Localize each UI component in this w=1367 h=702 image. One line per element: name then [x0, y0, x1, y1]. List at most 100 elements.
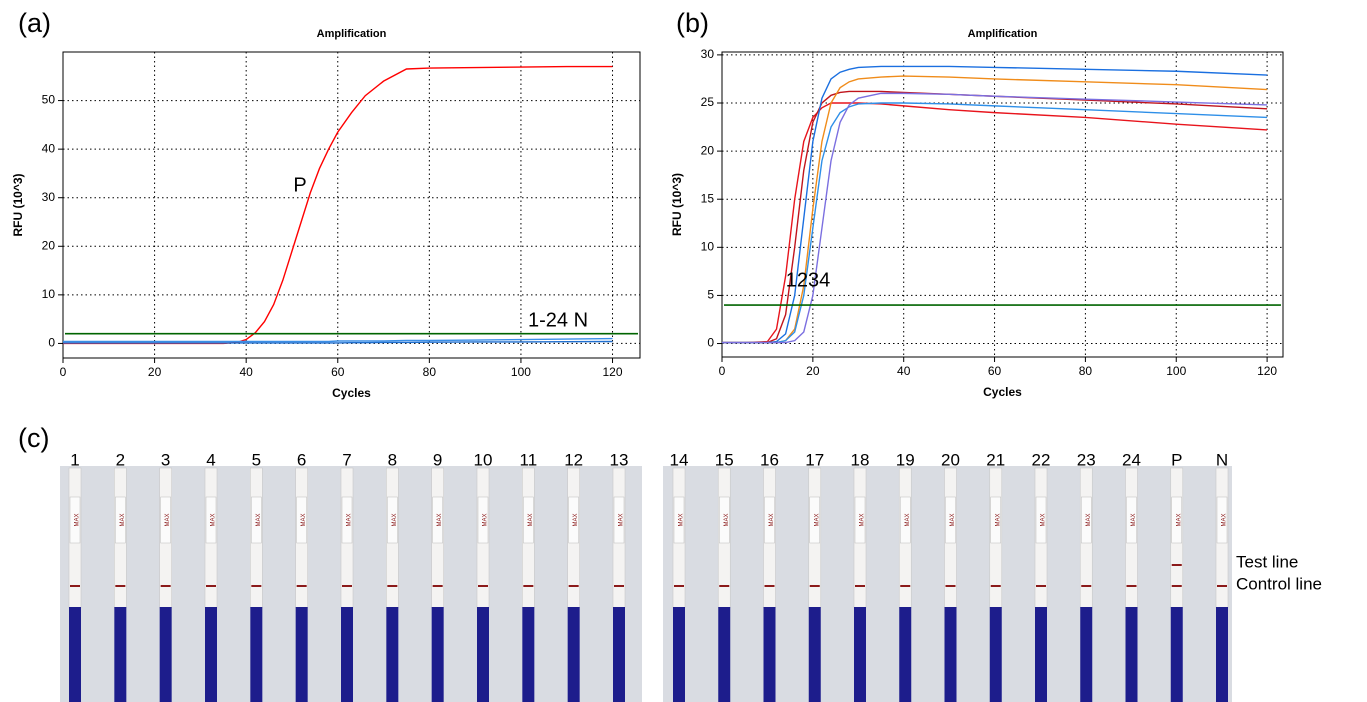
control-line-label: Control line: [1236, 574, 1322, 593]
strip-label-box: [1126, 496, 1137, 544]
strip-number: 20: [941, 450, 960, 469]
test-line-label: Test line: [1236, 552, 1298, 571]
x-tick-label: 60: [331, 365, 345, 379]
strip-label-box: [854, 496, 866, 544]
series-line: [722, 92, 1268, 344]
y-tick-label: 15: [701, 191, 715, 205]
strip-pad: [1080, 607, 1093, 702]
strip-number: 11: [520, 450, 538, 469]
series-label: P: [293, 174, 306, 196]
strip-pad: [522, 607, 535, 702]
panel-label: (c): [18, 423, 49, 453]
strip-pad: [613, 607, 625, 702]
strip-label-box: [251, 496, 262, 544]
strip-number: 9: [433, 450, 442, 469]
annotation: 1234: [786, 269, 831, 291]
strip-pad: [899, 607, 912, 702]
strip-number: 17: [805, 450, 824, 469]
x-tick-label: 80: [423, 365, 437, 379]
y-tick-label: 10: [701, 239, 715, 253]
strip-number: 7: [342, 450, 351, 469]
strip-number: 1: [70, 450, 79, 469]
strip-label-box: [719, 496, 730, 544]
strip-pad: [431, 607, 444, 702]
strip-label-box: [523, 496, 534, 544]
strip-text: MAX: [528, 513, 534, 526]
strip-pad: [250, 607, 263, 702]
plot-frame: [62, 51, 641, 359]
strip-text: MAX: [1222, 513, 1228, 526]
strip-pad: [1216, 607, 1228, 702]
strip-label-box: [160, 496, 171, 544]
strip-number: 8: [388, 450, 397, 469]
series-line: [722, 102, 1268, 344]
strip-label-box: [432, 496, 443, 544]
strip-number: P: [1171, 450, 1182, 469]
strip-text: MAX: [1086, 513, 1092, 526]
strip-number: 2: [116, 450, 125, 469]
strip-text: MAX: [905, 513, 911, 526]
strip-text: MAX: [679, 513, 685, 526]
strip-pad: [989, 607, 1002, 702]
strip-number: 16: [760, 450, 779, 469]
strip-text: MAX: [814, 513, 820, 526]
y-tick-label: 30: [42, 190, 56, 204]
strip-pad: [1035, 607, 1047, 702]
strip-pad: [295, 607, 308, 702]
x-tick-label: 40: [897, 364, 911, 378]
x-tick-label: 40: [239, 365, 253, 379]
strip-label-box: [1171, 496, 1182, 544]
x-tick-label: 0: [60, 365, 67, 379]
strip-pad: [854, 607, 866, 702]
strip-label-box: [990, 496, 1001, 544]
strip-text: MAX: [573, 513, 579, 526]
strip-label-box: [568, 496, 579, 544]
strip-text: MAX: [860, 513, 866, 526]
strip-label-box: [1081, 496, 1092, 544]
strip-number: N: [1216, 450, 1228, 469]
x-tick-label: 20: [806, 364, 820, 378]
strip-label-box: [296, 496, 307, 544]
x-tick-label: 100: [1166, 364, 1186, 378]
series-line: [722, 65, 1268, 344]
strip-text: MAX: [437, 513, 443, 526]
strip-number: 6: [297, 450, 306, 469]
series-line: [63, 337, 613, 343]
strip-text: MAX: [1131, 513, 1137, 526]
strip-text: MAX: [1041, 513, 1047, 526]
x-tick-label: 120: [603, 365, 623, 379]
strip-label-box: [613, 496, 625, 544]
strip-text: MAX: [995, 513, 1001, 526]
y-tick-label: 50: [42, 93, 56, 107]
x-axis-label: Cycles: [332, 386, 371, 400]
strip-number: 22: [1032, 450, 1051, 469]
strip-number: 15: [715, 450, 734, 469]
strip-number: 21: [986, 450, 1005, 469]
strip-text: MAX: [724, 513, 730, 526]
y-tick-label: 5: [707, 288, 714, 302]
x-tick-label: 80: [1079, 364, 1093, 378]
strip-text: MAX: [483, 513, 489, 526]
y-tick-label: 0: [48, 336, 55, 350]
strip-label-box: [1216, 496, 1228, 544]
strip-label-box: [809, 496, 820, 544]
strip-text: MAX: [211, 513, 217, 526]
strip-label-box: [477, 496, 489, 544]
y-tick-label: 10: [42, 287, 56, 301]
panel-label: (b): [676, 8, 709, 38]
strip-number: 23: [1077, 450, 1096, 469]
strip-number: 18: [851, 450, 870, 469]
strip-text: MAX: [256, 513, 262, 526]
strip-text: MAX: [165, 513, 171, 526]
series-line: [63, 340, 613, 344]
strip-text: MAX: [392, 513, 398, 526]
strip-label-box: [387, 496, 398, 544]
strip-pad: [341, 607, 353, 702]
strip-text: MAX: [619, 513, 625, 526]
strip-text: MAX: [347, 513, 353, 526]
strip-pad: [763, 607, 776, 702]
strip-label-box: [945, 496, 956, 544]
strip-pad: [386, 607, 399, 702]
